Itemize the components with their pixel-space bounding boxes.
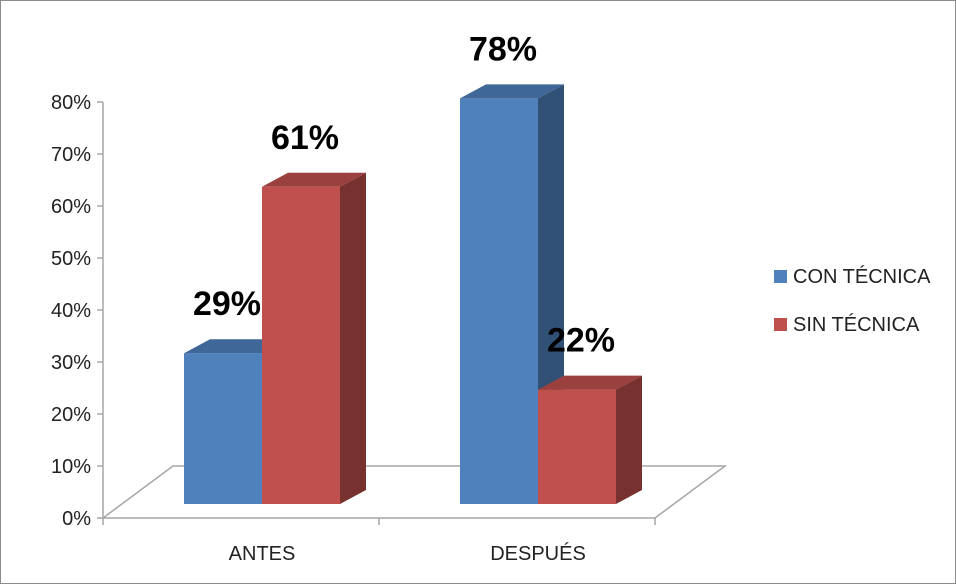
legend-label: CON TÉCNICA	[793, 265, 931, 288]
y-tick-label: 20%	[51, 404, 91, 426]
bar-data-label: 22%	[547, 322, 615, 360]
y-tick-label: 60%	[51, 196, 91, 218]
x-category-label: ANTES	[229, 543, 296, 565]
y-tick-label: 70%	[51, 144, 91, 166]
bar-side	[340, 172, 366, 505]
bar-data-label: 61%	[271, 119, 339, 157]
bar-data-label: 29%	[193, 285, 261, 323]
y-tick-label: 80%	[51, 92, 91, 114]
chart-floor	[100, 465, 728, 519]
legend-swatch	[774, 270, 787, 283]
bar-data-label: 78%	[469, 30, 537, 68]
y-tick-label: 30%	[51, 352, 91, 374]
bar-side	[616, 375, 642, 504]
y-tick-label: 50%	[51, 248, 91, 270]
legend-label: SIN TÉCNICA	[793, 313, 920, 336]
bar-front	[538, 389, 616, 504]
y-tick-label: 0%	[62, 508, 91, 530]
y-tick-label: 10%	[51, 456, 91, 478]
legend-swatch	[774, 318, 787, 331]
bar-top	[262, 172, 366, 187]
bar-front	[184, 353, 262, 504]
bar-front	[262, 186, 340, 505]
x-category-label: DESPUÉS	[490, 542, 586, 565]
bar-top	[460, 84, 564, 99]
bar-front	[460, 98, 538, 505]
y-tick-label: 40%	[51, 300, 91, 322]
bar-top	[538, 375, 642, 390]
